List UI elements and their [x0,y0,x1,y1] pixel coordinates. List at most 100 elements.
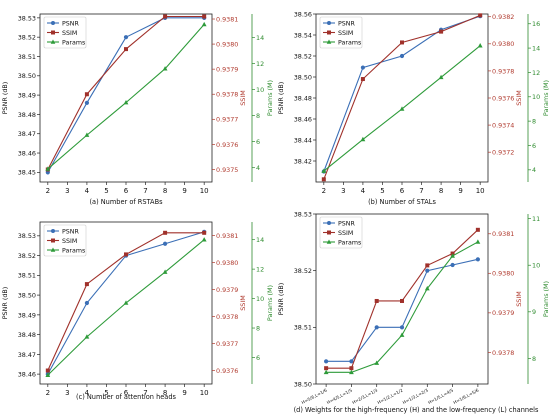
legend-marker-params [326,39,332,44]
data-point-psnr [123,35,129,40]
legend-label-psnr: PSNR [338,20,356,27]
data-point-psnr [450,262,455,268]
y-tick-label-ssim: 0.9376 [216,367,238,375]
x-tick-label: 6 [400,187,405,195]
y-tick-label-ssim: 0.9376 [492,94,514,102]
x-tick-label: 9 [458,187,462,195]
legend-marker-psnr [327,21,331,25]
y-tick-label-params: 10 [256,295,264,303]
y-tick-label-params: 8 [256,324,260,332]
y-tick-label-left: 38.56 [294,10,312,18]
y-tick-label-left: 38.52 [18,252,36,260]
y-axis-label-params: Params (M) [542,80,550,116]
legend-box [319,216,363,249]
data-point-ssim [163,14,168,19]
x-tick-label: H=1/6,L=5/6 [452,387,480,406]
data-point-params [360,136,366,142]
y-axis-label-psnr: PSNR (dB) [277,283,285,316]
y-tick-label-params: 6 [532,142,536,150]
panel-b: 2 3 4 5 6 7 8 9 10 38.42 38.44 38.46 38.48 38.50 38.52… [277,10,550,206]
data-point-psnr [84,100,90,105]
y-axis-label-ssim: SSIM [515,90,523,106]
data-point-ssim [478,13,483,18]
y-tick-label-left: 38.52 [294,267,312,275]
legend-label-psnr: PSNR [62,228,80,235]
y-tick-label-params: 8 [532,118,536,126]
y-tick-label-left: 38.50 [294,380,312,388]
y-axis-label-psnr: PSNR (dB) [277,82,285,115]
y-tick-label-left: 38.50 [294,73,312,81]
y-tick-label-left: 38.49 [18,311,36,319]
y-tick-label-ssim: 0.9381 [216,232,238,240]
y-tick-label-left: 38.49 [18,92,36,100]
x-tick-label: 2 [322,187,326,195]
x-tick-label: 4 [85,187,90,195]
data-point-params [438,74,444,80]
y-tick-label-params: 4 [532,166,536,174]
y-tick-label-ssim: 0.9372 [492,149,514,157]
y-tick-label-left: 38.42 [294,157,312,165]
panel-d: H=5/6,L=1/6H=4/5,L=1/5H=2/3,L=1/3H=1/2,L… [277,210,550,414]
y-tick-label-left: 38.51 [18,53,36,61]
y-tick-label-left: 38.54 [294,31,312,39]
y-tick-label-ssim: 0.9379 [492,309,514,317]
legend-label-ssim: SSIM [338,230,353,237]
y-tick-label-left: 38.51 [18,272,36,280]
y-tick-label-left: 38.50 [18,291,36,299]
y-tick-label-ssim: 0.9378 [492,67,514,75]
y-tick-label-ssim: 0.9379 [216,66,238,74]
data-point-psnr [374,325,379,330]
legend-marker-ssim [51,238,55,243]
data-point-ssim [202,14,207,19]
data-point-ssim [84,92,89,97]
y-tick-label-left: 38.47 [18,351,36,359]
data-point-params [45,166,51,171]
panel-caption: (a) Number of RSTABs [89,198,163,206]
y-tick-label-params: 10 [256,86,264,94]
y-tick-label-ssim: 0.9381 [216,15,238,23]
panel-caption: (b) Number of STALs [368,198,436,206]
y-tick-label-params: 14 [256,236,264,244]
y-tick-label-params: 4 [256,164,260,172]
legend-box [43,16,87,49]
data-point-ssim [439,29,444,34]
legend-label-params: Params [62,39,85,46]
x-tick-label: 5 [380,187,384,195]
series-line-psnr [326,258,479,362]
y-tick-label-left: 38.46 [18,149,36,157]
legend-label-ssim: SSIM [62,238,77,245]
y-tick-label-ssim: 0.9379 [216,286,238,294]
x-tick-label: 3 [65,187,69,195]
data-point-params [321,168,327,173]
y-tick-label-left: 38.48 [294,94,312,102]
data-point-ssim [400,298,404,303]
legend-marker-psnr [51,229,55,233]
data-point-ssim [324,366,329,371]
data-point-params [475,239,481,244]
x-tick-label: 5 [104,187,108,195]
data-point-params [399,106,405,111]
y-tick-label-params: 6 [256,138,260,146]
series-line-params [47,239,205,376]
legend: PSNR SSIM Params [319,16,363,49]
y-tick-label-ssim: 0.9378 [216,313,238,321]
data-point-ssim [321,177,326,182]
data-point-ssim [124,47,128,52]
y-tick-label-left: 38.48 [18,111,36,119]
panel-caption: (d) Weights for the high-frequency (H) a… [294,406,539,414]
x-tick-label: 7 [143,389,147,397]
legend-marker-psnr [51,21,55,25]
panel-caption: (c) Number of attention heads [76,393,177,401]
x-tick-label: 7 [419,187,423,195]
data-point-params [424,285,430,291]
y-tick-label-ssim: 0.9382 [492,13,514,21]
data-point-params [374,360,380,365]
data-point-psnr [399,325,405,330]
y-tick-label-ssim: 0.9375 [216,166,238,174]
data-point-ssim [202,230,207,235]
legend: PSNR SSIM Params [43,16,87,49]
data-point-ssim [163,230,168,235]
x-tick-label: 10 [200,187,209,195]
data-point-ssim [124,252,128,257]
x-tick-label: 8 [439,187,443,195]
